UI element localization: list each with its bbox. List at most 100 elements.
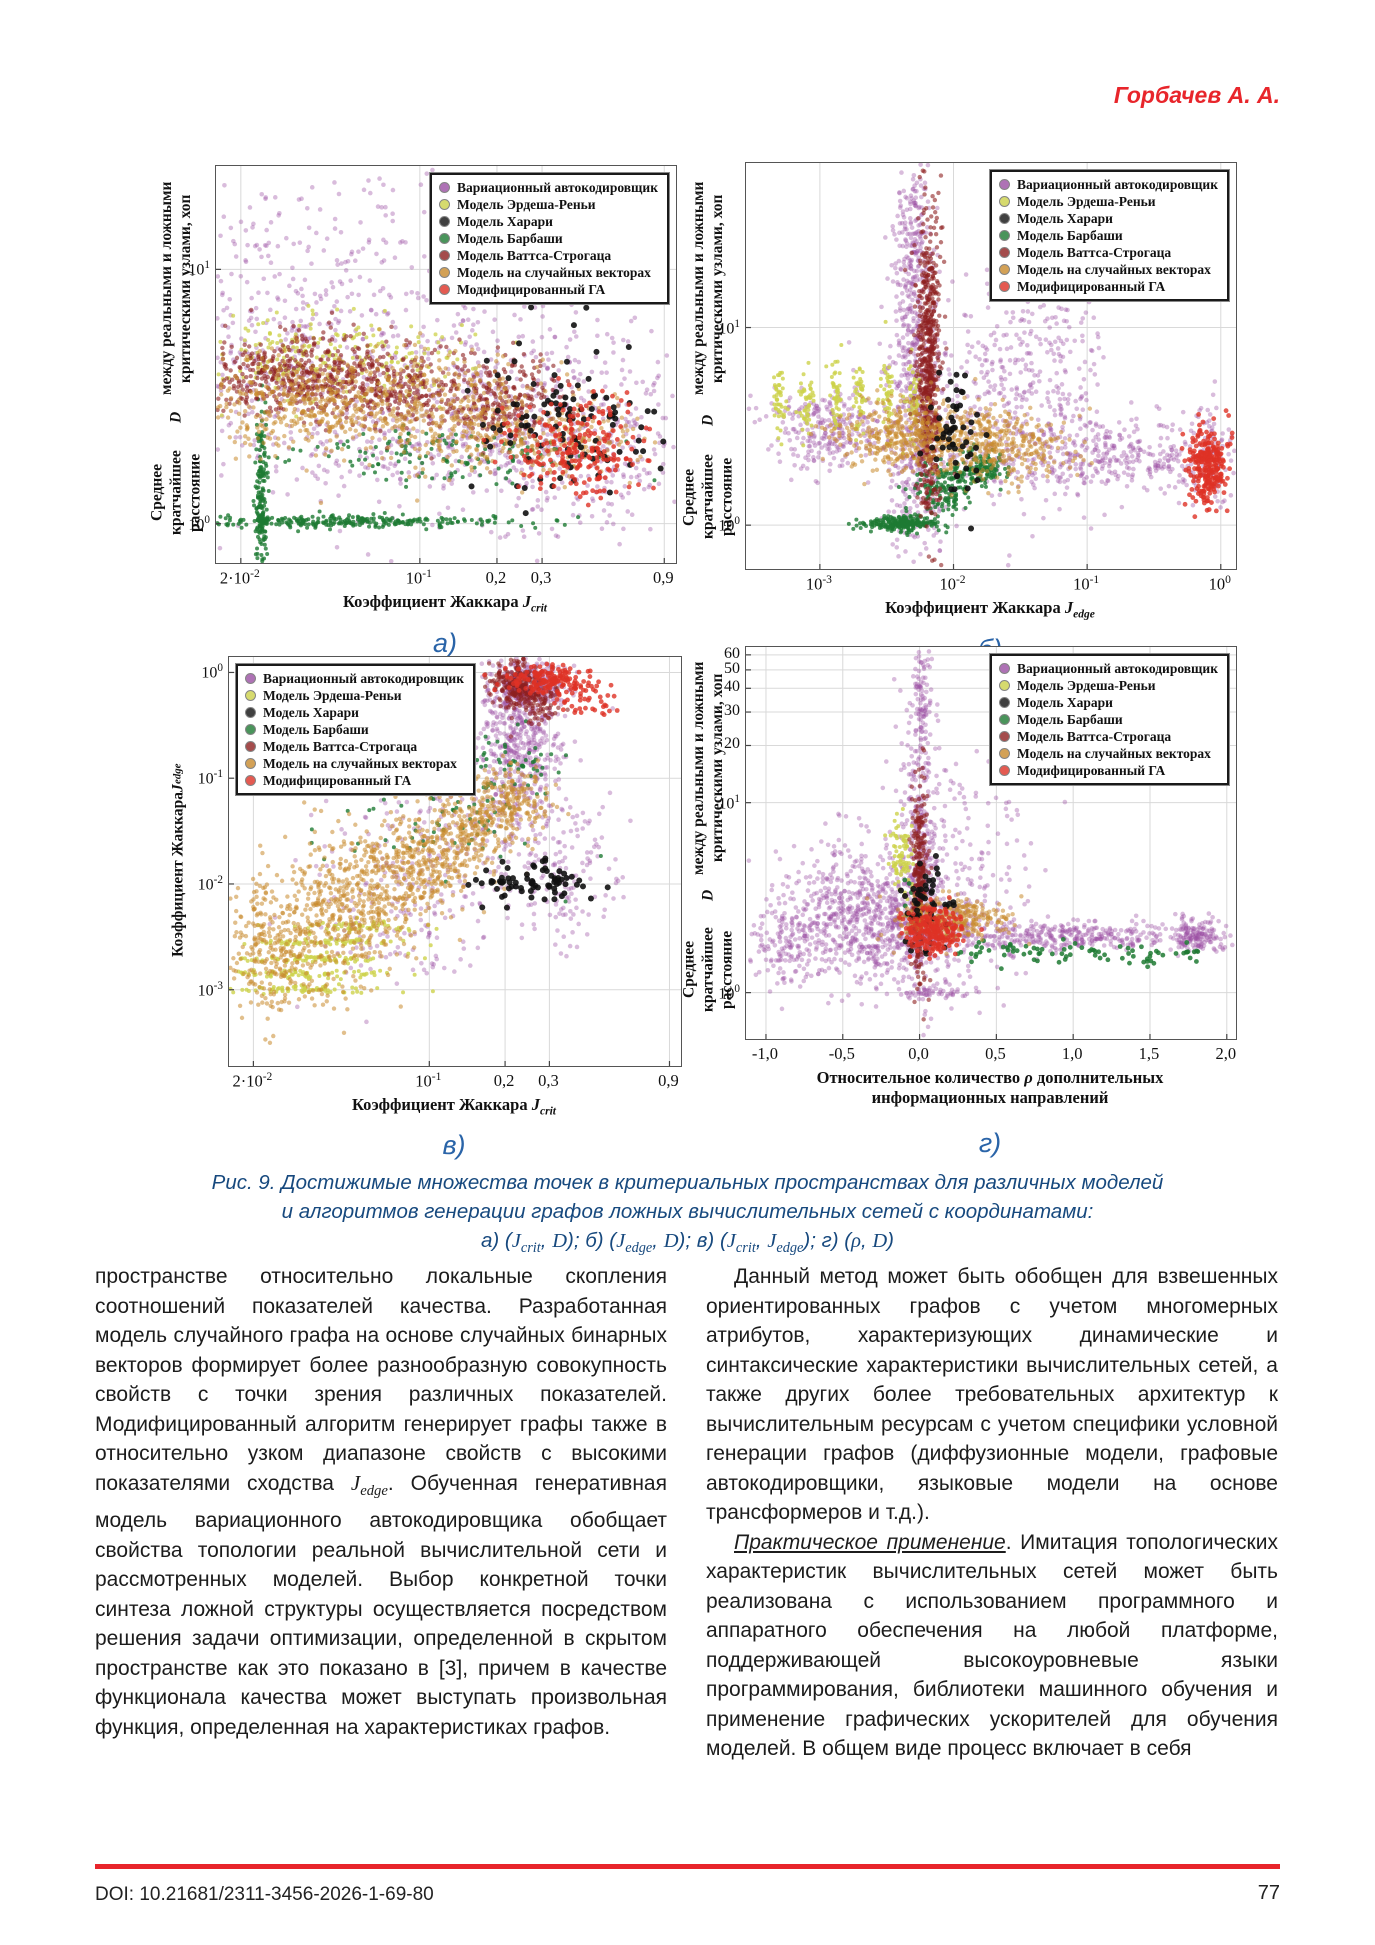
legend-item-label: Модель Ваттса-Строгаца	[457, 248, 612, 263]
legend-marker-icon	[999, 748, 1010, 759]
legend-marker-icon	[999, 680, 1010, 691]
legend-item: Модель на случайных векторах	[999, 745, 1218, 762]
legend-marker-icon	[999, 697, 1010, 708]
legend-item: Модифицированный ГА	[999, 278, 1218, 295]
legend-item-label: Вариационный автокодировщик	[263, 671, 464, 686]
body-column-right: Данный метод может быть обобщен для взве…	[706, 1262, 1278, 1764]
legend-marker-icon	[999, 196, 1010, 207]
legend-marker-icon	[439, 216, 450, 227]
legend-item-label: Модель Ваттса-Строгаца	[263, 739, 418, 754]
subfigure-label: г)	[978, 1128, 1002, 1158]
legend-item-label: Модель на случайных векторах	[1017, 262, 1211, 277]
legend-marker-icon	[999, 765, 1010, 776]
legend-item-label: Модифицированный ГА	[1017, 763, 1166, 778]
paragraph: Данный метод может быть обобщен для взве…	[706, 1265, 1278, 1524]
legend-item: Модифицированный ГА	[245, 772, 464, 789]
x-axis-label: Коэффициент Жаккара Jcrit	[351, 1095, 557, 1118]
caption-line-3: а) (Jcrit, D); б) (Jedge, D); в) (Jcrit,…	[481, 1229, 894, 1257]
legend-marker-icon	[439, 182, 450, 193]
legend-item: Модель Ваттса-Строгаца	[999, 244, 1218, 261]
legend-item-label: Модифицированный ГА	[457, 282, 606, 297]
legend-item: Модель на случайных векторах	[999, 261, 1218, 278]
legend-item: Модель Ваттса-Строгаца	[439, 247, 658, 264]
plot-area: 101 100 Вариационный автокодировщик Модель…	[188, 165, 677, 564]
legend-item-label: Модель Харари	[263, 705, 359, 720]
x-tick-label: 0,9	[652, 568, 674, 587]
y-tick-label: 100	[188, 513, 210, 533]
legend-marker-icon	[439, 250, 450, 261]
plot-area: 60 50 40 30 20 101 100 Вариационный автокодиро…	[718, 645, 1237, 1040]
plot-area: 101 100 Вариационный автокодировщик Модель…	[718, 162, 1237, 570]
legend-marker-icon	[999, 230, 1010, 241]
legend-marker-icon	[999, 663, 1010, 674]
paragraph: пространстве относительно локальные скоп…	[95, 1265, 667, 1739]
x-tick-label: 0,5	[985, 1044, 1006, 1063]
legend: Вариационный автокодировщик Модель Эрдеша…	[989, 169, 1230, 302]
legend-marker-icon	[439, 199, 450, 210]
x-tick-label: 0,2	[485, 568, 507, 587]
x-axis-label: Коэффициент Жаккара Jcrit	[342, 592, 548, 615]
y-tick-label: 60	[724, 644, 740, 662]
caption-line-2: и алгоритмов генерации графов ложных выч…	[281, 1200, 1094, 1223]
y-tick-label: 50	[724, 659, 740, 677]
y-axis-ticks: 100 10-1 10-2 10-3	[165, 657, 223, 1066]
figure-caption: Рис. 9. Достижимые множества точек в кри…	[120, 1168, 1255, 1263]
legend-item-label: Модель Барбаши	[457, 231, 563, 246]
x-tick-label: 2,0	[1215, 1044, 1237, 1063]
legend-item-label: Модель на случайных векторах	[1017, 746, 1211, 761]
x-tick-label: 0,3	[538, 1071, 559, 1090]
x-tick-label: 0,3	[530, 568, 552, 587]
legend-item-label: Модель Харари	[1017, 211, 1113, 226]
legend-marker-icon	[999, 179, 1010, 190]
legend-item: Модифицированный ГА	[999, 762, 1218, 779]
legend-item-label: Модель Барбаши	[1017, 228, 1123, 243]
x-tick-label: 0,9	[658, 1071, 679, 1090]
legend-item-label: Вариационный автокодировщик	[1017, 177, 1218, 192]
x-axis-label: Относительное количество ρ дополнительны…	[816, 1068, 1164, 1107]
legend-marker-icon	[245, 724, 256, 735]
y-tick-label: 30	[724, 702, 740, 720]
legend-item-label: Модифицированный ГА	[1017, 279, 1166, 294]
legend-marker-icon	[999, 247, 1010, 258]
legend-item: Модель Барбаши	[999, 711, 1218, 728]
x-axis-ticks: 2·10-2 10-1 0,2 0,3 0,9	[228, 1069, 680, 1093]
legend-marker-icon	[439, 267, 450, 278]
legend-item: Модель Эрдеша-Реньи	[439, 196, 658, 213]
legend-item-label: Вариационный автокодировщик	[1017, 661, 1218, 676]
legend-item: Модель Ваттса-Строгаца	[999, 728, 1218, 745]
x-tick-label: 2·10-2	[219, 568, 260, 588]
y-tick-label: 10-1	[197, 768, 223, 788]
y-tick-label: 100	[718, 515, 740, 535]
legend-item: Модель на случайных векторах	[439, 264, 658, 281]
x-tick-label: 10-1	[1073, 574, 1100, 594]
legend-marker-icon	[245, 741, 256, 752]
legend-marker-icon	[999, 714, 1010, 725]
y-tick-label: 100	[718, 982, 740, 1002]
legend-item: Модель Барбаши	[439, 230, 658, 247]
legend-item: Вариационный автокодировщик	[999, 660, 1218, 677]
legend-item: Модель Ваттса-Строгаца	[245, 738, 464, 755]
legend-item-label: Модель Харари	[457, 214, 553, 229]
x-axis-ticks: 2·10-2 10-1 0,2 0,3 0,9	[215, 566, 675, 590]
legend-item-label: Модель Эрдеша-Реньи	[263, 688, 402, 703]
legend: Вариационный автокодировщик Модель Эрдеша…	[989, 653, 1230, 786]
legend-item: Модель на случайных векторах	[245, 755, 464, 772]
y-axis-ticks: 101 100	[152, 166, 210, 563]
legend-marker-icon	[245, 775, 256, 786]
legend-marker-icon	[439, 284, 450, 295]
legend: Вариационный автокодировщик Модель Эрдеша…	[429, 172, 670, 305]
legend-marker-icon	[999, 731, 1010, 742]
legend-item-label: Модель на случайных векторах	[457, 265, 651, 280]
x-tick-label: 10-2	[939, 574, 966, 594]
legend-item-label: Модель Эрдеша-Реньи	[1017, 194, 1156, 209]
legend: Вариационный автокодировщик Модель Эрдеша…	[235, 663, 476, 796]
legend-item: Вариационный автокодировщик	[439, 179, 658, 196]
subfigure-label: в)	[442, 1130, 466, 1160]
x-tick-label: 10-3	[805, 574, 832, 594]
legend-marker-icon	[999, 281, 1010, 292]
legend-marker-icon	[999, 264, 1010, 275]
legend-marker-icon	[245, 707, 256, 718]
x-tick-label: 0,2	[493, 1071, 515, 1090]
y-tick-label: 100	[201, 662, 223, 682]
